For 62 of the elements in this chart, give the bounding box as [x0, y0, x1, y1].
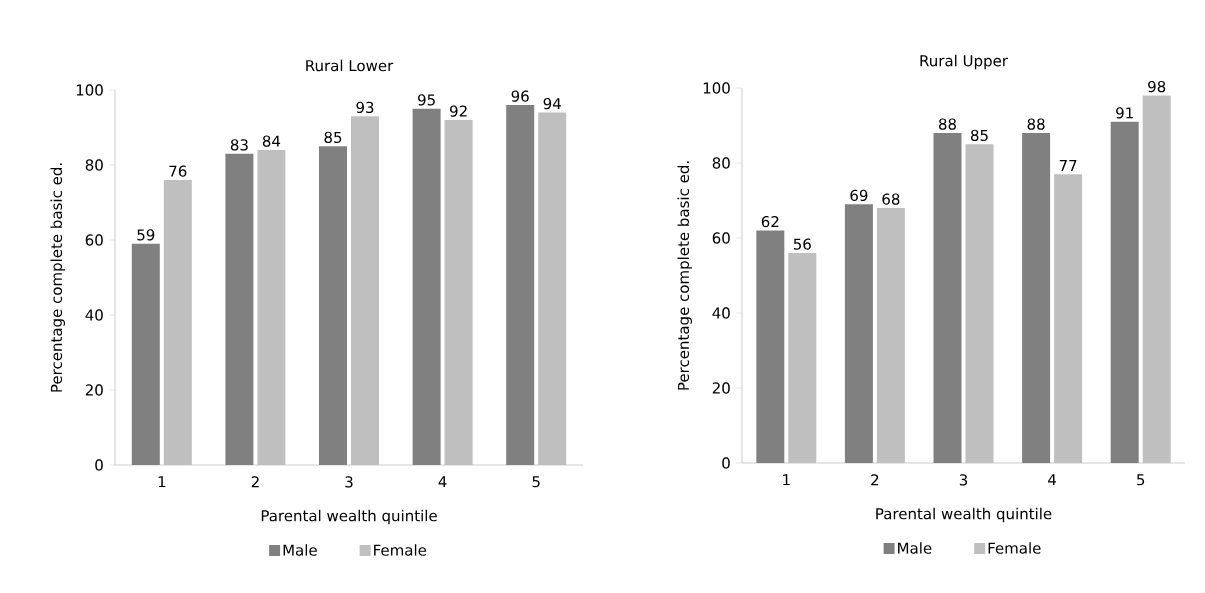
data-label: 96 — [511, 90, 529, 102]
data-label: 88 — [1027, 118, 1045, 130]
data-label: 68 — [882, 193, 900, 205]
x-tick-label: 1 — [158, 476, 166, 488]
x-tick-label: 5 — [1137, 474, 1145, 486]
data-label: 91 — [1116, 107, 1133, 119]
data-label: 69 — [850, 189, 868, 202]
y-tick-label: 60 — [712, 232, 730, 244]
chart-title: Rural Lower — [306, 59, 394, 72]
bar — [876, 207, 905, 463]
y-tick-label: 80 — [712, 157, 730, 169]
bar — [444, 119, 473, 465]
legend-label: Male — [283, 544, 317, 556]
bar — [163, 179, 192, 465]
y-tick-label: 100 — [703, 82, 730, 94]
y-axis-title: Percentage complete basic ed. — [50, 163, 65, 392]
bar — [538, 112, 567, 465]
data-label: 92 — [450, 105, 467, 117]
x-axis-title: Parental wealth quintile — [876, 507, 1052, 523]
x-tick-label: 2 — [871, 474, 879, 486]
y-tick-label: 0 — [722, 457, 730, 469]
data-label: 85 — [324, 131, 342, 144]
y-tick-label: 20 — [712, 382, 730, 394]
bar — [1054, 174, 1083, 463]
bar — [351, 116, 380, 465]
data-label: 94 — [543, 97, 561, 110]
chart-title: Rural Upper — [920, 54, 1008, 70]
data-label: 62 — [761, 215, 779, 228]
data-label: 84 — [262, 135, 281, 147]
y-axis-title: Percentage complete basic ed. — [677, 161, 692, 390]
x-tick-label: 4 — [438, 476, 447, 488]
bar — [257, 149, 286, 465]
y-tick-label: 40 — [712, 307, 730, 319]
x-tick-label: 3 — [959, 474, 968, 486]
bar — [788, 252, 817, 463]
data-label: 76 — [169, 165, 187, 177]
legend-label: Female — [988, 542, 1041, 554]
legend-label: Female — [374, 544, 427, 556]
y-tick-label: 20 — [85, 384, 103, 396]
bar — [1142, 95, 1171, 463]
x-tick-label: 4 — [1048, 474, 1057, 486]
y-tick-label: 40 — [85, 309, 103, 321]
data-label: 59 — [137, 229, 155, 241]
data-label: 85 — [970, 129, 988, 142]
x-tick-label: 2 — [251, 476, 259, 488]
y-tick-label: 80 — [85, 159, 103, 171]
legend-label: Male — [898, 542, 932, 554]
data-label: 93 — [356, 101, 374, 114]
x-tick-label: 5 — [532, 476, 540, 488]
data-label: 95 — [418, 94, 435, 106]
data-label: 83 — [230, 139, 248, 151]
bar — [965, 144, 994, 463]
x-tick-label: 1 — [783, 474, 790, 486]
data-label: 77 — [1059, 160, 1077, 172]
y-tick-label: 100 — [76, 84, 103, 96]
x-tick-label: 3 — [345, 476, 353, 488]
data-label: 88 — [938, 118, 957, 130]
x-axis-title: Parental wealth quintile — [261, 509, 437, 525]
y-tick-label: 0 — [95, 459, 103, 471]
y-tick-label: 60 — [85, 234, 103, 246]
data-label: 98 — [1148, 80, 1166, 93]
data-label: 56 — [793, 238, 811, 250]
